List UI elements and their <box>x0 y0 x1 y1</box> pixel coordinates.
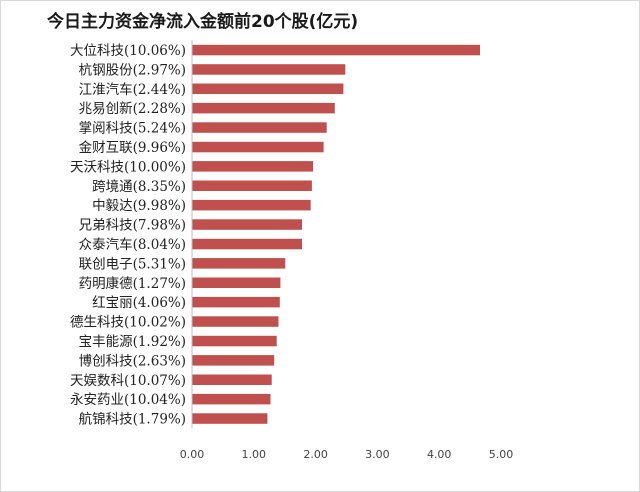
bar <box>192 64 346 75</box>
category-label: 江淮汽车(2.44%) <box>79 81 186 98</box>
bar <box>192 316 279 327</box>
category-label: 掌阅科技(5.24%) <box>79 121 186 137</box>
category-label: 德生科技(10.02%) <box>70 315 186 331</box>
bar <box>192 277 281 288</box>
bar <box>192 219 302 230</box>
bar <box>192 374 272 385</box>
x-tick-label: 1.00 <box>242 448 267 461</box>
bar <box>192 296 280 308</box>
x-tick-label: 0.00 <box>180 448 205 461</box>
category-label: 中毅达(9.98%) <box>92 197 186 214</box>
x-tick-label: 4.00 <box>427 448 452 461</box>
category-label: 永安药业(10.04%) <box>70 392 186 408</box>
bar <box>192 199 311 211</box>
category-label: 大位科技(10.06%) <box>70 43 186 59</box>
category-label: 杭钢股份(2.97%) <box>79 62 186 78</box>
category-label: 药明康德(1.27%) <box>79 275 186 292</box>
category-label: 联创电子(5.31%) <box>79 256 186 272</box>
category-label: 红宝丽(4.06%) <box>92 295 186 311</box>
bar <box>192 122 327 133</box>
bar <box>192 102 335 114</box>
category-label: 金财互联(9.96%) <box>79 140 186 156</box>
bar <box>192 258 286 269</box>
bar <box>192 355 275 366</box>
category-label: 天沃科技(10.00%) <box>70 159 186 175</box>
category-label: 天娱数科(10.07%) <box>70 373 186 389</box>
category-label: 兆易创新(2.28%) <box>79 101 186 117</box>
x-tick-label: 5.00 <box>489 448 514 461</box>
bar <box>192 335 277 347</box>
x-tick-label: 3.00 <box>365 448 390 461</box>
category-label: 跨境通(8.35%) <box>92 179 186 195</box>
bar <box>192 393 271 405</box>
bar <box>192 83 344 94</box>
category-label: 宝丰能源(1.92%) <box>79 334 186 350</box>
bar <box>192 161 314 172</box>
chart-title: 今日主力资金净流入金额前20个股(亿元) <box>47 12 359 32</box>
x-tick-label: 2.00 <box>303 448 328 461</box>
bar <box>192 141 324 153</box>
category-label: 博创科技(2.63%) <box>79 352 186 369</box>
category-label: 众泰汽车(8.04%) <box>79 236 186 253</box>
category-label: 航锦科技(1.79%) <box>79 412 186 428</box>
category-label: 兄弟科技(7.98%) <box>79 218 186 234</box>
bar <box>192 44 480 56</box>
bar <box>192 238 302 250</box>
bar <box>192 180 312 191</box>
bar <box>192 413 268 424</box>
